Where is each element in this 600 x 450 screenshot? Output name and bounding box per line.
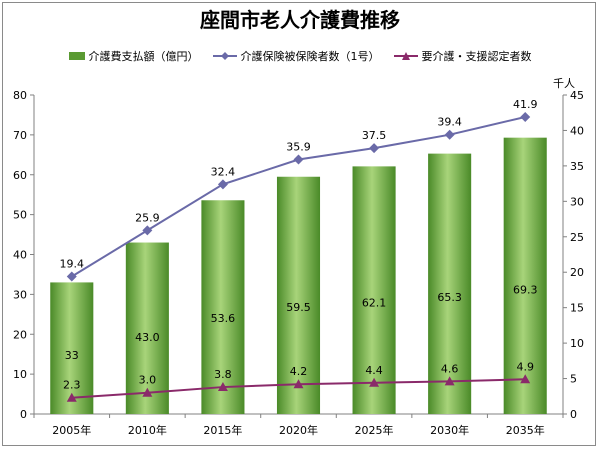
line-marker-triangle bbox=[520, 374, 531, 384]
x-axis-tick-label: 2015年 bbox=[203, 423, 242, 437]
x-axis-tick-label: 2005年 bbox=[52, 423, 91, 437]
certified-data-label: 3.0 bbox=[139, 374, 157, 387]
bar bbox=[503, 137, 547, 414]
bar-data-label: 62.1 bbox=[362, 297, 387, 310]
left-axis-tick-label: 70 bbox=[13, 129, 27, 142]
bar-data-label: 33 bbox=[65, 349, 79, 362]
legend-label-bar: 介護費支払額（億円） bbox=[88, 50, 199, 63]
certified-data-label: 4.4 bbox=[365, 364, 383, 377]
legend-label-line1: 介護保険被保険者数（1号） bbox=[240, 50, 380, 63]
chart-title: 座間市老人介護費推移 bbox=[200, 8, 400, 32]
line-marker-diamond bbox=[520, 111, 531, 122]
legend-item-line1: 介護保険被保険者数（1号） bbox=[212, 48, 380, 64]
insured-data-label: 32.4 bbox=[211, 165, 236, 178]
line-marker-triangle bbox=[444, 376, 455, 386]
line-marker-diamond bbox=[293, 154, 304, 165]
line-marker-triangle bbox=[369, 377, 380, 387]
left-axis-tick-label: 20 bbox=[13, 328, 27, 341]
left-axis-tick-label: 80 bbox=[13, 89, 27, 102]
certified-data-label: 4.9 bbox=[516, 360, 534, 373]
right-axis-tick-label: 0 bbox=[570, 408, 577, 421]
x-axis-tick-label: 2010年 bbox=[128, 423, 167, 437]
bar-data-label: 69.3 bbox=[513, 284, 538, 297]
right-axis-tick-label: 20 bbox=[570, 266, 584, 279]
insured-data-label: 25.9 bbox=[135, 211, 160, 224]
bar bbox=[201, 200, 245, 414]
bar bbox=[352, 166, 396, 414]
insured-data-label: 19.4 bbox=[60, 257, 85, 270]
right-axis-tick-label: 30 bbox=[570, 195, 584, 208]
certified-data-label: 2.3 bbox=[63, 379, 81, 392]
right-axis-tick-label: 45 bbox=[570, 89, 584, 102]
x-axis-tick-label: 2020年 bbox=[279, 423, 318, 437]
bar-data-label: 59.5 bbox=[286, 301, 311, 314]
bar bbox=[276, 176, 321, 414]
insured-data-label: 39.4 bbox=[437, 116, 462, 129]
certified-data-label: 3.8 bbox=[214, 368, 232, 381]
line-marker-triangle bbox=[293, 379, 304, 389]
bar bbox=[50, 282, 94, 414]
left-axis-tick-label: 30 bbox=[13, 288, 27, 301]
certified-data-label: 4.6 bbox=[441, 362, 459, 375]
line-marker-diamond bbox=[217, 179, 228, 190]
right-axis-unit: 千人 bbox=[553, 77, 575, 90]
legend-item-line2: 要介護・支援認定者数 bbox=[393, 48, 532, 64]
line-marker-diamond bbox=[66, 271, 77, 282]
line-marker-diamond bbox=[369, 143, 380, 154]
right-axis-tick-label: 15 bbox=[570, 302, 584, 315]
x-axis-tick-label: 2025年 bbox=[355, 423, 394, 437]
legend: 介護費支払額（億円） 介護保険被保険者数（1号） 要介護・支援認定者数 bbox=[0, 48, 600, 64]
left-axis-tick-label: 50 bbox=[13, 209, 27, 222]
legend-line2-swatch bbox=[393, 52, 418, 60]
right-axis-tick-label: 25 bbox=[570, 231, 584, 244]
insured-data-label: 35.9 bbox=[286, 141, 311, 154]
bar-data-label: 65.3 bbox=[437, 291, 462, 304]
bar bbox=[125, 242, 169, 414]
bar bbox=[428, 153, 472, 414]
legend-bar-swatch bbox=[68, 52, 85, 60]
left-axis-tick-label: 10 bbox=[13, 368, 27, 381]
left-axis-tick-label: 40 bbox=[13, 249, 27, 262]
bar-data-label: 43.0 bbox=[135, 331, 160, 344]
line-marker-triangle bbox=[142, 387, 153, 397]
right-axis-tick-label: 5 bbox=[570, 373, 577, 386]
left-axis-tick-label: 60 bbox=[13, 169, 27, 182]
legend-item-bar: 介護費支払額（億円） bbox=[68, 48, 199, 64]
left-axis-tick-label: 0 bbox=[20, 408, 27, 421]
line-marker-triangle bbox=[66, 392, 77, 402]
bar-data-label: 53.6 bbox=[211, 312, 236, 325]
legend-label-line2: 要介護・支援認定者数 bbox=[421, 50, 532, 63]
line-marker-diamond bbox=[142, 225, 153, 236]
insured-data-label: 37.5 bbox=[362, 129, 387, 142]
x-axis-tick-label: 2035年 bbox=[506, 423, 545, 437]
legend-line1-swatch bbox=[212, 52, 237, 60]
right-axis-tick-label: 10 bbox=[570, 337, 584, 350]
line-marker-triangle bbox=[217, 382, 228, 392]
certified-data-label: 4.2 bbox=[290, 365, 308, 378]
x-axis-tick-label: 2030年 bbox=[430, 423, 469, 437]
insured-data-label: 41.9 bbox=[513, 98, 538, 111]
line-marker-diamond bbox=[444, 129, 455, 140]
right-axis-tick-label: 35 bbox=[570, 160, 584, 173]
right-axis-tick-label: 40 bbox=[570, 124, 584, 137]
